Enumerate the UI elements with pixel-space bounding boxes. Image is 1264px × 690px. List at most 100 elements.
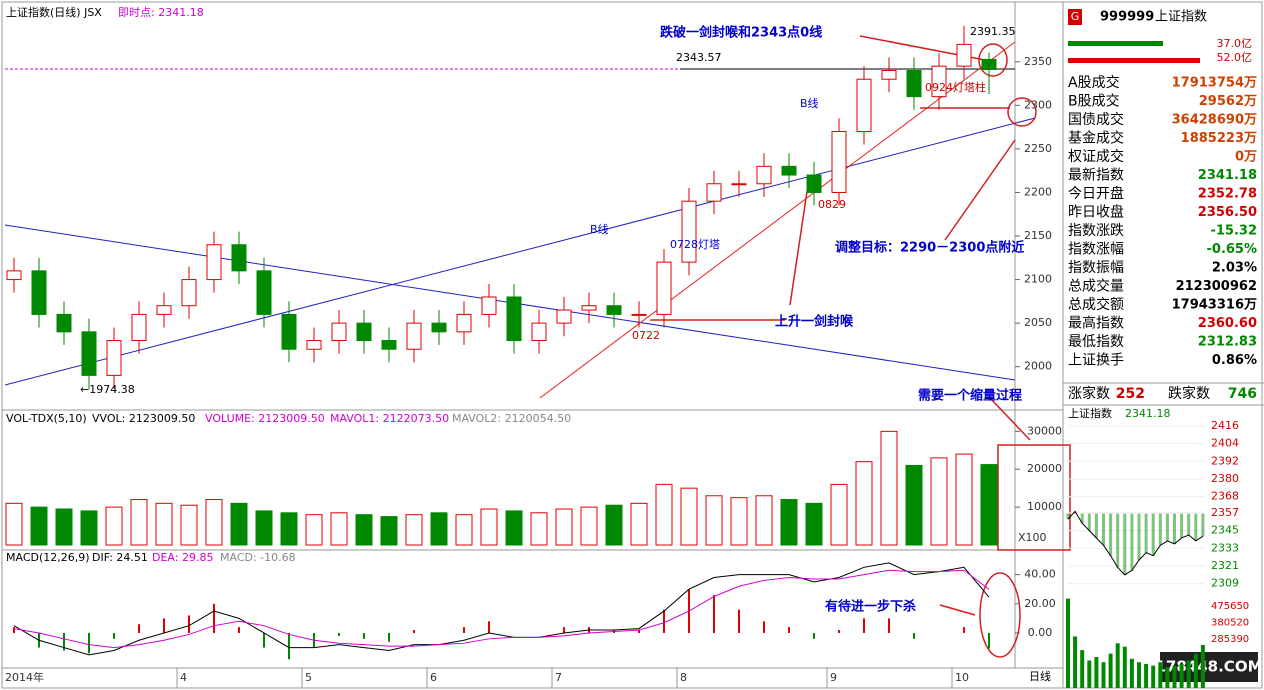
volume-bar [705,495,723,546]
mini-volume-bar [1137,662,1141,688]
mini-vtick-label: 285390 [1211,634,1249,645]
volume-bar [630,502,648,546]
mini-vtick-label: 380520 [1211,618,1249,629]
volume-bar [30,506,48,546]
volume-bar [980,464,998,546]
info-label: A股成交 [1068,74,1120,91]
candle-body [231,244,247,272]
y-tick-label: 2000 [1024,360,1052,373]
annotation: 有待进一步下杀 [825,599,916,615]
volume-bar [205,499,223,546]
volume-header: VVOL: 2123009.50 [92,412,195,425]
candle-body [131,313,147,342]
volume-header: VOLUME: 2123009.50 [205,412,325,425]
y-tick-label: 2250 [1024,142,1052,155]
candle-body [756,165,772,185]
y-tick-label: 0.00 [1028,626,1053,639]
mini-volume-bar [1165,667,1170,688]
candle-body [656,261,672,315]
volume-unit: X100 [1018,531,1047,544]
mini-volume-bar [1122,646,1127,688]
volume-bar [55,508,73,546]
info-label: 指数涨跌 [1068,223,1124,239]
annotation: 需要一个缩量过程 [918,388,1022,404]
mini-vtick-label: 475650 [1211,601,1249,612]
info-label: 总成交量 [1068,278,1124,295]
mini-volume-bar [1108,653,1113,688]
volume-bar [730,497,748,546]
info-label: B股成交 [1068,93,1120,110]
y-tick-label: 2200 [1024,185,1052,198]
mini-tick-label: 2392 [1211,454,1239,467]
volume-bar [355,514,373,546]
annotation: 上升一剑封喉 [775,314,854,330]
info-label: 最低指数 [1068,334,1124,350]
info-value: 17943316万 [1172,298,1257,313]
macd-dea-line [13,569,990,649]
mini-tick-label: 2416 [1211,419,1239,432]
candle-body [81,331,97,376]
turnover-label: 52.0亿 [1217,51,1253,64]
volume-bar [655,483,673,546]
mini-tick-label: 2345 [1211,524,1239,537]
annotation: 调整目标：2290－2300点附近 [835,240,1024,256]
volume-bar [880,430,898,546]
info-value: -15.32 [1210,224,1257,239]
volume-bar [230,502,248,546]
mini-volume-bar [1144,663,1149,688]
y-tick-label: 20.00 [1024,597,1056,610]
x-tick-label: 2014年 [5,670,44,684]
volume-header: MAVOL1: 2122073.50 [330,412,449,425]
badge-label: G [1071,10,1080,23]
candle-body [431,322,447,333]
info-value: 2352.78 [1198,187,1257,202]
mini-volume-bar [1172,665,1177,688]
mini-tick-label: 2321 [1211,559,1239,572]
volume-bar [105,506,123,546]
mini-volume-bar [1101,662,1106,688]
macd-header: MACD(12,26,9) [6,551,90,564]
mini-volume-bar [1179,663,1184,688]
candle-body [356,322,372,342]
candle-body [456,313,472,333]
volume-bar [155,502,173,546]
breadth: 746 [1228,386,1257,402]
info-value: 1885223万 [1181,131,1257,146]
annotation: 2343.57 [676,51,722,64]
y-tick-label: 10000 [1027,500,1062,513]
volume-header: MAVOL2: 2120054.50 [452,412,571,425]
candle-body [606,305,622,315]
volume-bar [580,506,598,546]
mini-tick-label: 2404 [1211,437,1239,450]
mini-volume-bar [1158,662,1163,688]
candle-body [531,322,547,342]
info-value: 0万 [1235,150,1257,165]
annotation: 0722 [632,329,660,342]
y-tick-label: 2100 [1024,273,1052,286]
info-label: 上证换手 [1068,352,1124,369]
info-value: 2341.18 [1198,168,1257,183]
x-tick-label: 10 [955,671,969,684]
mini-volume-bar [1094,657,1099,688]
candle-body [631,313,647,316]
mini-volume-bar [1087,660,1092,688]
candle-body [781,165,797,176]
annotation: 0924灯塔柱 [925,80,986,94]
candle-body [256,270,272,315]
candle-body [981,58,997,70]
trend-line [539,41,1016,399]
candle-body [31,270,47,315]
volume-bar [605,504,623,546]
volume-bar [505,510,523,546]
volume-header: VOL-TDX(5,10) [6,412,87,425]
volume-bar [930,457,948,546]
macd-dif-line [13,562,990,656]
volume-bar [405,514,423,546]
breadth: 252 [1116,386,1145,402]
x-tick-label: 9 [830,671,837,684]
info-code: 999999 [1100,10,1154,25]
x-tick-label: 5 [305,671,312,684]
mini-volume-bar [1115,643,1120,688]
